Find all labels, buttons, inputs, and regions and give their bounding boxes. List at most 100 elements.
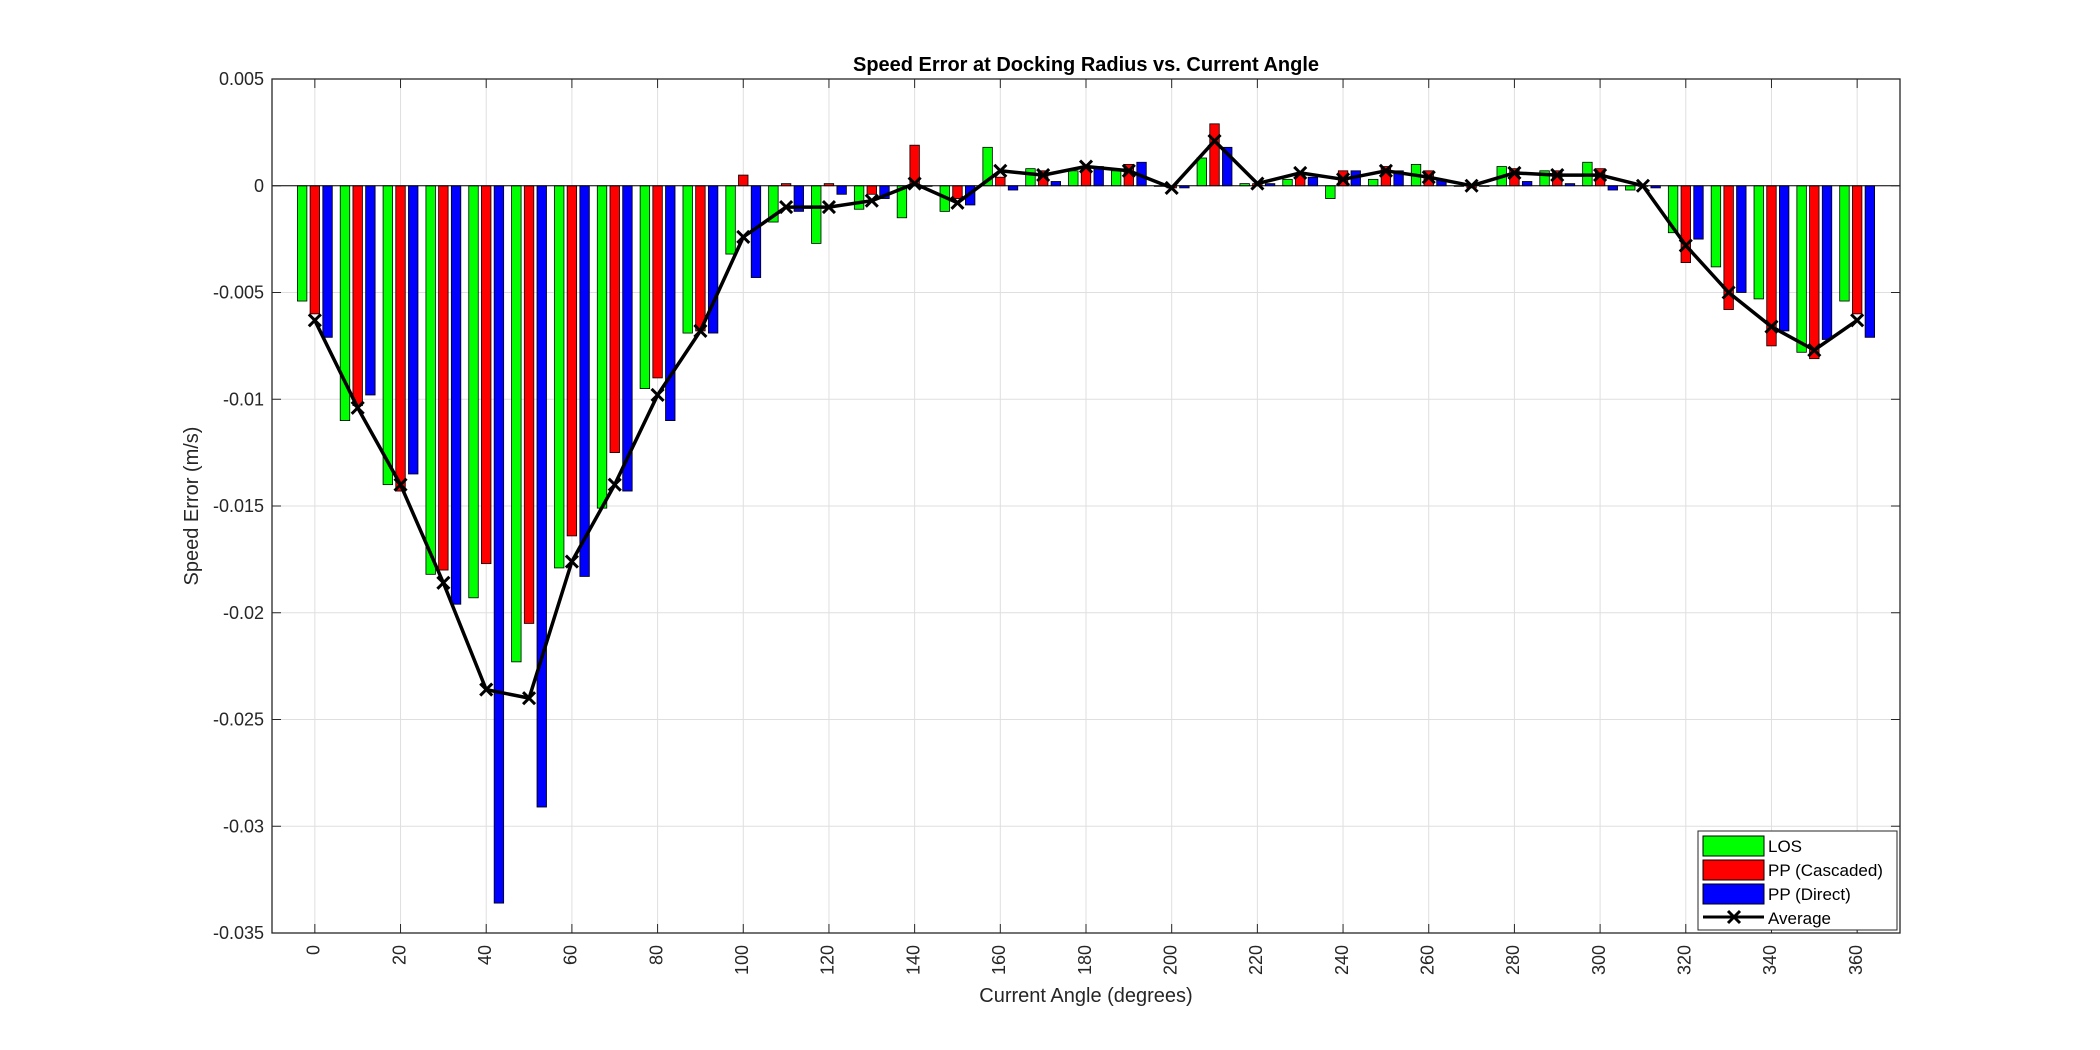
bar-pp-cascaded [1209,123,1220,187]
bar-los [1796,185,1807,353]
average-marker [1078,159,1094,174]
bar-pp-direct [1693,185,1704,240]
bar-pp-direct [1779,185,1790,332]
bar-los [639,185,651,389]
bar-pp-direct [408,185,419,475]
legend-label-los: LOS [1768,837,1802,856]
bar-pp-cascaded [952,185,963,199]
bar-pp-cascaded [866,185,877,195]
bar-los [1196,157,1207,187]
average-marker [907,176,922,191]
legend-label-average: Average [1768,909,1831,928]
average-marker [350,400,365,415]
bar-pp-direct [322,185,333,338]
legend-marker-average-icon [1726,909,1742,925]
x-tick-label: 120 [818,945,838,975]
average-marker [1121,163,1136,178]
chart-title: Speed Error at Docking Radius vs. Curren… [853,54,1319,76]
bar-los [1110,170,1122,187]
legend-swatch-pp-cascaded [1702,859,1765,881]
x-tick-label: 260 [1417,945,1437,975]
bar-pp-cascaded [481,185,492,565]
legend-swatch-los [1702,835,1765,857]
x-tick-label: 140 [903,945,923,975]
y-tick-label: -0.025 [213,710,264,730]
y-tick-label: 0.005 [219,69,264,89]
x-tick-label: 360 [1846,945,1866,975]
average-marker [1721,285,1736,300]
x-tick-labels: 0 20 40 60 80 100 120 140 160 180 200 220 240 260 280 3… [304,945,1866,975]
bar-pp-direct [1607,185,1618,191]
bar-los [1753,185,1764,300]
bar-pp-direct [1864,185,1876,338]
bar-los [1282,178,1293,187]
average-marker [1550,168,1565,183]
x-tick-label: 80 [646,945,666,965]
bar-pp-cascaded [566,185,578,537]
average-marker [693,323,708,338]
y-tick-label: -0.035 [213,923,264,943]
bar-pp-cascaded [352,185,363,407]
x-axis-label: Current Angle (degrees) [979,985,1192,1007]
y-tick-label: -0.01 [223,389,264,409]
average-marker [607,477,622,492]
x-tick-label: 20 [389,945,409,965]
x-tick-label: 180 [1075,945,1095,975]
bar-pp-direct [622,185,633,492]
bar-pp-cascaded [995,176,1006,187]
average-marker [1250,176,1265,191]
average-marker [1678,238,1693,253]
average-marker [436,575,451,590]
x-tick-label: 300 [1589,945,1609,975]
bar-pp-cascaded [695,185,706,332]
average-marker [1507,165,1522,181]
average-marker [650,387,665,403]
legend-label-pp-cascaded: PP (Cascaded) [1768,861,1883,880]
bar-pp-cascaded [523,185,535,624]
average-marker [950,195,965,210]
bar-pp-cascaded [1809,185,1820,360]
average-marker [1207,133,1222,148]
average-marker [1378,163,1393,178]
y-tick-label: -0.005 [213,283,264,303]
bar-pp-direct [450,185,462,605]
bar-pp-direct [1821,185,1833,340]
y-tick-label: 0 [254,176,264,196]
bar-pp-direct [1307,176,1319,187]
average-marker [393,477,408,492]
bar-pp-direct [1736,185,1747,293]
bar-pp-cascaded [652,185,663,379]
bar-pp-direct [536,185,547,808]
bar-pp-cascaded [609,185,620,454]
average-line [307,133,1865,706]
bar-pp-direct [1050,181,1062,187]
average-marker [1764,319,1779,334]
bar-pp-cascaded [438,185,449,571]
average-marker [1593,168,1608,183]
bar-pp-cascaded [1852,185,1863,315]
bar-los [1068,170,1079,187]
average-marker [479,682,494,697]
bar-los [468,185,479,599]
average-marker [864,193,879,208]
x-tick-label: 100 [732,945,752,975]
x-tick-label: 340 [1760,945,1780,975]
bar-pp-direct [365,185,376,396]
bar-los [853,185,865,210]
bar-los [725,185,736,255]
y-tick-label: -0.03 [223,816,264,836]
x-tick-label: 200 [1160,945,1180,975]
x-tick-label: 280 [1503,945,1523,975]
y-tick-labels: 0.005 0 -0.005 -0.01 -0.015 -0.02 -0.025 -0.03 -… [213,69,264,943]
average-marker [1164,180,1179,195]
bar-los [1625,185,1636,191]
legend-swatch-pp-direct [1702,883,1765,905]
bar-los [811,185,822,244]
bar-pp-cascaded [309,185,320,315]
average-marker [1807,343,1822,358]
x-tick-label: 60 [561,945,581,965]
bar-pp-direct [1007,185,1019,191]
average-marker [1635,178,1651,193]
bar-los [554,185,565,569]
